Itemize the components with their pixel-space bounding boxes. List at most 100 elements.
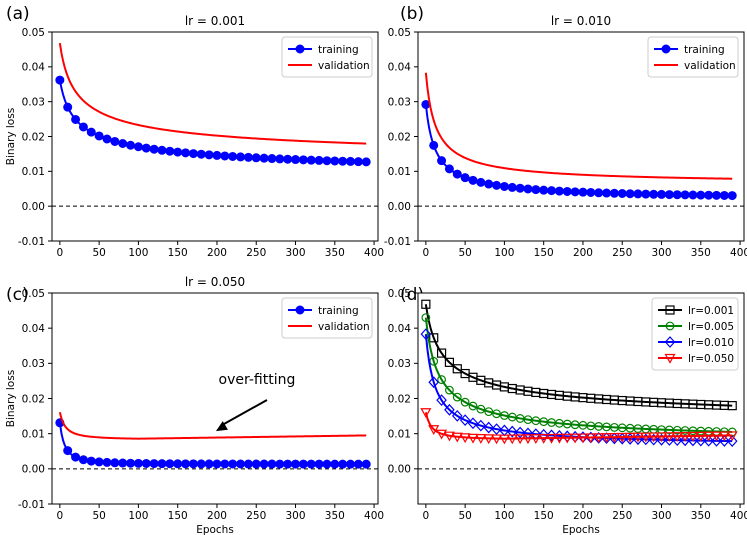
data-point: [569, 433, 581, 444]
y-tick-label: 0.04: [388, 323, 412, 335]
data-point: [554, 186, 564, 196]
series-training: [55, 75, 371, 167]
data-point: [110, 136, 120, 146]
series-line: [424, 411, 733, 440]
y-tick-label: 0.05: [388, 27, 411, 39]
overfitting-annotation: over-fitting: [215, 372, 295, 432]
x-tick-label: 150: [168, 247, 188, 259]
data-point: [228, 459, 238, 469]
data-point: [110, 458, 120, 468]
data-point: [593, 433, 605, 444]
legend-marker: [664, 353, 676, 364]
data-point: [204, 459, 214, 469]
data-point: [562, 186, 572, 196]
data-point: [609, 188, 619, 198]
x-tick-label: 100: [494, 247, 514, 259]
legend: training validation: [281, 297, 373, 339]
x-tick-label: 0: [423, 247, 430, 259]
data-point: [476, 177, 486, 187]
x-axis-label: Epochs: [196, 524, 234, 535]
data-point: [553, 433, 565, 444]
data-point: [188, 459, 198, 469]
data-point: [679, 432, 691, 442]
y-tick-label: 0.01: [22, 166, 45, 178]
data-point: [212, 459, 222, 469]
data-point: [695, 431, 707, 442]
y-tick-label: 0.04: [22, 62, 46, 74]
legend-marker: [295, 44, 305, 54]
data-point: [515, 183, 525, 193]
data-point: [640, 433, 652, 446]
data-point: [586, 187, 596, 197]
x-tick-label: 50: [92, 247, 105, 259]
data-point: [275, 459, 285, 469]
data-point: [165, 459, 175, 469]
data-point: [712, 190, 722, 200]
data-point: [236, 459, 246, 469]
data-point: [451, 409, 463, 422]
data-point: [664, 434, 675, 446]
data-point: [283, 154, 293, 164]
data-point: [468, 401, 478, 411]
series-validation: [58, 411, 367, 440]
data-point: [63, 446, 73, 456]
data-point: [196, 459, 206, 469]
data-point: [538, 428, 549, 441]
data-point: [546, 433, 558, 444]
data-point: [507, 182, 517, 192]
data-point: [149, 459, 159, 469]
data-point: [452, 392, 462, 402]
y-tick-label: 0.03: [388, 358, 411, 370]
data-point: [467, 433, 479, 444]
data-point: [437, 156, 447, 166]
x-tick-label: 150: [534, 247, 554, 259]
data-point: [617, 188, 627, 198]
y-tick-label: 0.02: [388, 393, 411, 405]
data-point: [491, 434, 503, 445]
data-point: [577, 433, 589, 444]
data-point: [346, 459, 356, 469]
data-point: [298, 155, 308, 165]
data-point: [452, 169, 462, 179]
y-tick-label: -0.01: [384, 236, 411, 248]
data-point: [259, 459, 269, 469]
data-point: [514, 434, 526, 445]
series-line: [58, 411, 367, 440]
data-point: [267, 154, 277, 164]
y-tick-label: 0.05: [22, 288, 45, 300]
series-lr-0-001: [421, 299, 737, 411]
data-point: [632, 432, 644, 443]
legend-box: [281, 36, 373, 78]
series-validation: [58, 42, 367, 145]
data-point: [679, 434, 691, 447]
legend-label: lr=0.001: [688, 305, 734, 317]
x-tick-label: 400: [364, 247, 384, 259]
data-point: [181, 459, 191, 469]
data-point: [338, 459, 348, 469]
legend: lr=0.001 lr=0.005 lr=0.010 lr=0.050: [651, 297, 739, 371]
legend-label: training: [318, 44, 359, 56]
legend-marker: [295, 305, 305, 315]
data-point: [451, 432, 463, 443]
data-point: [585, 433, 597, 444]
data-point: [94, 131, 104, 141]
x-tick-label: 350: [691, 247, 711, 259]
data-point: [680, 190, 690, 200]
data-point: [118, 139, 128, 149]
legend-box: [647, 36, 739, 78]
data-point: [353, 157, 363, 167]
data-point: [657, 189, 667, 199]
series-training: [55, 418, 371, 469]
data-point: [475, 419, 487, 432]
y-tick-label: 0.05: [388, 288, 411, 300]
data-point: [314, 155, 324, 165]
data-point: [492, 180, 502, 190]
x-tick-label: 350: [325, 247, 345, 259]
data-point: [460, 397, 470, 407]
data-point: [711, 434, 722, 447]
y-tick-label: 0.01: [388, 428, 411, 440]
data-point: [436, 394, 447, 407]
x-tick-label: 0: [57, 247, 64, 259]
data-point: [444, 403, 455, 416]
panel-label-a: (a): [6, 4, 30, 24]
